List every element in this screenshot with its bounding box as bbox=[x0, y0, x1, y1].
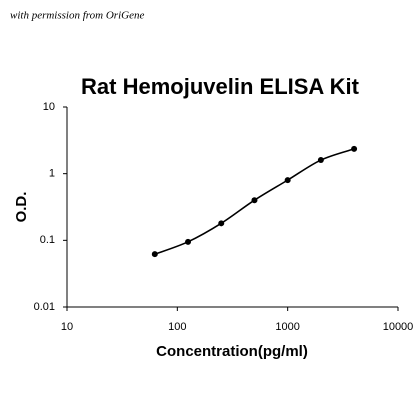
data-point bbox=[185, 238, 192, 245]
y-tick-label: 0.01 bbox=[34, 301, 55, 313]
x-tick-label: 10000 bbox=[383, 321, 414, 333]
x-axis-label: Concentration(pg/ml) bbox=[156, 343, 308, 360]
data-point bbox=[151, 251, 158, 258]
x-tick-label: 100 bbox=[168, 321, 186, 333]
x-tick-label: 1000 bbox=[275, 321, 299, 333]
y-tick-label: 0.1 bbox=[40, 234, 55, 246]
data-point bbox=[351, 145, 358, 152]
y-tick-label: 1 bbox=[49, 168, 55, 180]
data-point bbox=[251, 197, 258, 204]
x-tick-label: 10 bbox=[61, 321, 73, 333]
annotation: with permission from OriGene bbox=[10, 10, 144, 22]
data-point bbox=[284, 177, 291, 184]
data-point bbox=[218, 220, 225, 227]
chart-title: Rat Hemojuvelin ELISA Kit bbox=[81, 74, 360, 99]
y-axis-label: O.D. bbox=[13, 192, 30, 223]
data-point bbox=[317, 157, 324, 164]
y-tick-label: 10 bbox=[43, 101, 55, 113]
